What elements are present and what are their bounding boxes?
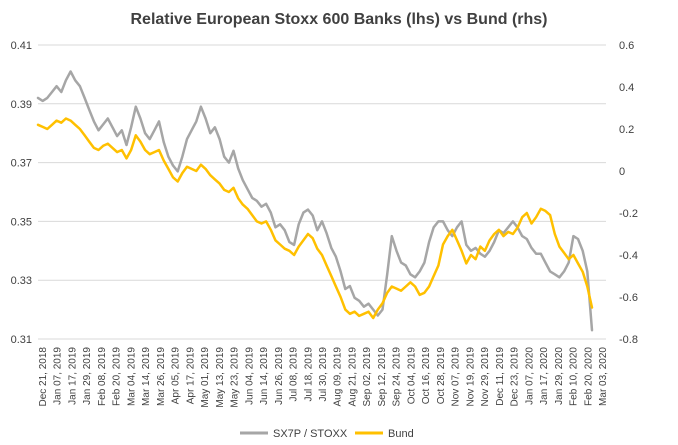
left-tick-label: 0.39	[11, 99, 32, 111]
x-tick-label: Jul 08, 2019	[289, 347, 300, 402]
left-tick-label: 0.35	[11, 216, 32, 228]
x-tick-label: Aug 21, 2019	[347, 347, 358, 407]
x-tick-label: Jan 17, 2020	[539, 347, 550, 405]
x-tick-label: Sep 12, 2019	[377, 347, 388, 407]
x-tick-label: Feb 20, 2019	[112, 347, 123, 406]
x-tick-label: Mar 04, 2019	[126, 347, 137, 406]
x-tick-label: Apr 05, 2019	[171, 347, 182, 405]
left-tick-label: 0.31	[11, 334, 32, 346]
x-tick-label: May 13, 2019	[215, 347, 226, 408]
x-tick-label: Dec 21, 2018	[38, 347, 49, 407]
series-line-bund	[36, 117, 594, 320]
right-tick-label: -0.2	[619, 208, 638, 220]
right-tick-label: 0.2	[619, 124, 634, 136]
right-tick-label: 0.6	[619, 40, 634, 52]
chart-title: Relative European Stoxx 600 Banks (lhs) …	[130, 11, 547, 28]
x-tick-label: Jan 07, 2020	[524, 347, 535, 405]
x-tick-label: May 01, 2019	[200, 347, 211, 408]
x-tick-label: Dec 23, 2019	[510, 347, 521, 407]
x-tick-label: Jan 17, 2019	[67, 347, 78, 405]
left-axis-ticks: 0.31 0.33 0.35 0.37 0.39 0.41	[11, 40, 32, 346]
x-tick-label: Aug 09, 2019	[333, 347, 344, 407]
right-axis-ticks: -0.8 -0.6 -0.4 -0.2 0 0.2 0.4 0.6	[619, 40, 638, 346]
x-tick-label: Nov 07, 2019	[451, 347, 462, 407]
x-tick-label: Oct 04, 2019	[406, 347, 417, 405]
legend: SX7P / STOXX Bund	[240, 428, 414, 440]
x-tick-label: May 23, 2019	[230, 347, 241, 408]
x-tick-label: Sep 24, 2019	[392, 347, 403, 407]
x-tick-label: Jun 04, 2019	[244, 347, 255, 405]
left-tick-label: 0.37	[11, 158, 32, 170]
x-tick-label: Mar 03, 2020	[598, 347, 609, 406]
x-tick-label: Apr 17, 2019	[185, 347, 196, 405]
series-lines	[36, 70, 594, 332]
right-tick-label: -0.8	[619, 334, 638, 346]
x-tick-label: Sep 02, 2019	[362, 347, 373, 407]
left-tick-label: 0.33	[11, 275, 32, 287]
x-tick-label: Jan 29, 2019	[82, 347, 93, 405]
x-tick-label: Nov 29, 2019	[480, 347, 491, 407]
legend-label: SX7P / STOXX	[273, 428, 348, 440]
x-tick-label: Mar 14, 2019	[141, 347, 152, 406]
x-tick-label: Oct 16, 2019	[421, 347, 432, 405]
left-tick-label: 0.41	[11, 40, 32, 52]
x-tick-label: Mar 26, 2019	[156, 347, 167, 406]
x-tick-label: Feb 10, 2020	[569, 347, 580, 406]
series-line-sx7p-stoxx	[36, 70, 594, 332]
legend-label: Bund	[388, 428, 414, 440]
x-tick-label: Jan 07, 2019	[53, 347, 64, 405]
x-tick-label: Jul 18, 2019	[303, 347, 314, 402]
x-tick-label: Feb 20, 2020	[583, 347, 594, 406]
right-tick-label: 0.4	[619, 82, 634, 94]
right-tick-label: -0.6	[619, 292, 638, 304]
x-tick-label: Jan 29, 2020	[554, 347, 565, 405]
x-tick-label: Jun 14, 2019	[259, 347, 270, 405]
x-tick-label: Feb 08, 2019	[97, 347, 108, 406]
right-tick-label: -0.4	[619, 250, 638, 262]
gridlines	[38, 44, 606, 340]
x-axis-ticks: Dec 21, 2018 Jan 07, 2019 Jan 17, 2019 Jan …	[38, 347, 609, 408]
x-tick-label: Nov 19, 2019	[465, 347, 476, 407]
x-tick-label: Jul 30, 2019	[318, 347, 329, 402]
x-tick-label: Oct 28, 2019	[436, 347, 447, 405]
right-tick-label: 0	[619, 166, 625, 178]
x-tick-label: Jun 26, 2019	[274, 347, 285, 405]
x-tick-label: Dec 11, 2019	[495, 347, 506, 406]
